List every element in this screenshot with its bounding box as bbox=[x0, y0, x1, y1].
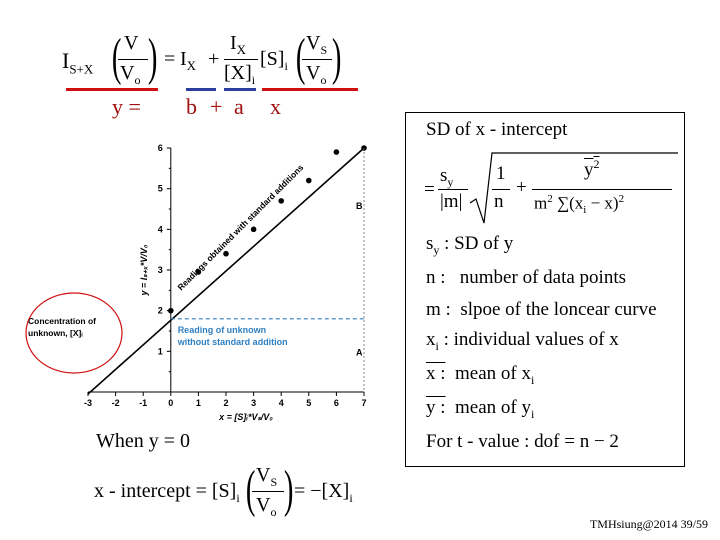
sd-denominator: m2 ∑(xi − x)2 bbox=[534, 193, 625, 217]
sd-definition-box: SD of x - intercept = sy |m| 1 n + y2 m2… bbox=[405, 112, 685, 467]
top-equation: IS+X ( V Vo ) = IX + IX [X]i [S]i ( VS V… bbox=[60, 28, 360, 88]
sd-sy: sy bbox=[440, 165, 454, 189]
sd-one: 1 bbox=[496, 163, 506, 184]
linear-form: y = b + a x bbox=[0, 94, 360, 120]
xi-frac-line bbox=[252, 491, 284, 492]
eq-IX-num: IX bbox=[230, 32, 247, 57]
eq-Si: [S]i bbox=[260, 48, 288, 73]
reading-annotation-line1: Reading of unknown bbox=[178, 325, 267, 335]
sd-def-dof: For t - value : dof = n − 2 bbox=[426, 431, 619, 452]
xi-VS: VS bbox=[256, 464, 278, 489]
data-point bbox=[333, 149, 340, 155]
eq-I-sx: IS+X bbox=[62, 48, 94, 77]
y-tick-label: 5 bbox=[158, 184, 163, 194]
label-A: A bbox=[356, 347, 363, 357]
label-B: B bbox=[356, 201, 363, 211]
lf-b: b bbox=[186, 94, 197, 119]
sd-frac-2 bbox=[492, 189, 510, 190]
xi-rhs: = −[X]i bbox=[294, 480, 353, 505]
data-point bbox=[195, 269, 202, 275]
paren-right-2: ) bbox=[331, 29, 342, 86]
x-tick-label: 2 bbox=[223, 398, 228, 408]
y-tick-label: 6 bbox=[158, 143, 163, 153]
x-tick-label: -1 bbox=[139, 398, 147, 408]
frac-line-3 bbox=[302, 59, 332, 60]
sd-eq: = bbox=[424, 179, 435, 200]
y-tick-label: 4 bbox=[158, 224, 163, 234]
y-tick-label: 1 bbox=[158, 346, 163, 356]
data-point bbox=[278, 198, 285, 204]
xi-Vo: Vo bbox=[256, 494, 277, 519]
x-tick-label: 1 bbox=[196, 398, 201, 408]
x-tick-label: 6 bbox=[334, 398, 339, 408]
paren-right-1: ) bbox=[147, 29, 158, 86]
x-term-bar bbox=[262, 88, 358, 91]
y-term-bar bbox=[66, 88, 158, 91]
sd-def-xi: xi : individual values of x bbox=[426, 329, 619, 353]
xi-paren-right: ) bbox=[283, 461, 294, 518]
sd-abs-m: |m| bbox=[440, 191, 463, 212]
eq-Vo: Vo bbox=[120, 62, 141, 87]
eq-IX: IX bbox=[180, 48, 197, 73]
paren-left-2: ( bbox=[295, 29, 306, 86]
sd-formula: = sy |m| 1 n + y2 m2 ∑(xi − x)2 bbox=[420, 151, 682, 227]
b-term-bar bbox=[186, 88, 216, 91]
y-tick-label: 2 bbox=[158, 306, 163, 316]
y-axis-label: y = Iₛ₊ₓ*V/V₀ bbox=[139, 244, 149, 296]
x-axis-label: x = [S]ᵢ*Vₛ/V₀ bbox=[218, 412, 273, 422]
sd-title: SD of x - intercept bbox=[426, 119, 568, 140]
sd-frac-3 bbox=[532, 189, 672, 190]
xi-paren-left: ( bbox=[245, 461, 256, 518]
when-y0-text: When y = 0 bbox=[96, 430, 191, 452]
x-tick-label: 5 bbox=[306, 398, 311, 408]
sd-frac-1 bbox=[438, 189, 468, 190]
eq-VS: VS bbox=[306, 32, 328, 57]
frac-line-2 bbox=[224, 59, 258, 60]
concentration-annotation-line1: Concentration of bbox=[28, 316, 96, 326]
concentration-annotation-line2: unknown, [X]ᵢ bbox=[28, 328, 83, 338]
xi-lhs: x - intercept = [S]i bbox=[94, 480, 240, 505]
lf-y: y = bbox=[112, 94, 141, 119]
data-point bbox=[168, 307, 174, 314]
eq-Vo-2: Vo bbox=[306, 62, 327, 87]
line-annotation: Readings obtained with standard addition… bbox=[175, 162, 305, 292]
sd-def-sy: sy : SD of y bbox=[426, 233, 514, 257]
eq-plus: + bbox=[208, 48, 220, 70]
sd-plus: + bbox=[516, 177, 527, 198]
reading-annotation-line2: without standard addition bbox=[177, 337, 288, 347]
eq-equals: = bbox=[164, 48, 176, 70]
data-point bbox=[306, 177, 312, 184]
standard-addition-chart: -3 -2 -1 0 1 2 3 4 5 6 7 1 2 3 4 5 6 x = [S]ᵢ*Vₛ/V₀ y = Iₛ… bbox=[25, 143, 367, 422]
frac-line-1 bbox=[118, 59, 148, 60]
sd-def-n: n : number of data points bbox=[426, 267, 626, 288]
eq-V: V bbox=[124, 32, 139, 54]
eq-Xi: [X]i bbox=[224, 62, 256, 87]
sd-ybar2: y2 bbox=[584, 157, 600, 181]
lf-a: a bbox=[234, 94, 244, 119]
y-tick-label: 3 bbox=[158, 265, 163, 275]
sd-def-xbar: x : mean of xi bbox=[426, 363, 535, 387]
x-intercept-equation: x - intercept = [S]i ( VS Vo ) = −[X]i bbox=[94, 462, 394, 522]
data-point bbox=[223, 250, 229, 257]
sd-n: n bbox=[494, 191, 504, 212]
a-term-bar bbox=[224, 88, 256, 91]
data-point bbox=[250, 226, 257, 233]
sqrt-icon bbox=[470, 152, 678, 224]
x-tick-label: 3 bbox=[251, 398, 256, 408]
x-tick-label: 0 bbox=[168, 398, 173, 408]
fit-line bbox=[87, 147, 365, 395]
sd-def-m: m : slpoe of the loncear curve bbox=[426, 299, 657, 320]
highlight-ellipse bbox=[25, 292, 123, 374]
x-tick-label: -2 bbox=[112, 398, 120, 408]
slide-footer: TMHsiung@2014 39/59 bbox=[589, 517, 708, 531]
x-tick-label: 4 bbox=[279, 398, 284, 408]
paren-left-1: ( bbox=[111, 29, 122, 86]
x-tick-label: 7 bbox=[361, 398, 366, 408]
sd-def-ybar: y : mean of yi bbox=[426, 397, 535, 421]
x-tick-label: -3 bbox=[84, 398, 92, 408]
lf-plus: + bbox=[210, 94, 223, 119]
lf-x: x bbox=[270, 94, 281, 119]
